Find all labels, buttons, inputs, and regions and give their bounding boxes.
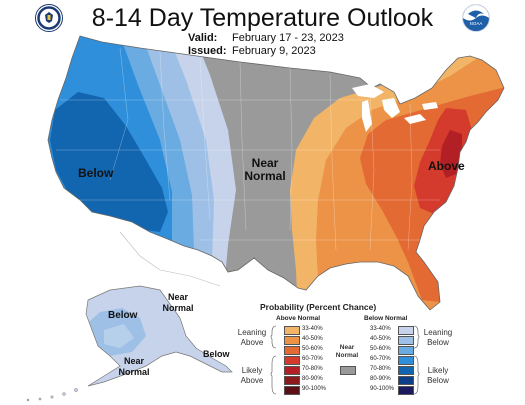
leaning-below-line2: Below — [427, 338, 449, 347]
above-swatch-2 — [284, 336, 300, 345]
above-range-label-7: 90-100% — [302, 386, 327, 392]
near-normal-legend-line2: Normal — [335, 352, 359, 359]
below-swatch-2 — [398, 336, 414, 345]
date-block: Valid: February 17 - 23, 2023 Issued: Febr… — [188, 32, 344, 58]
above-range-label-6: 80-90% — [302, 376, 323, 382]
leaning-below-line1: Leaning — [423, 328, 453, 337]
below-range-label-4: 60-70% — [370, 356, 391, 362]
below-range-label-1: 33-40% — [370, 326, 391, 332]
near-normal-swatch — [340, 366, 356, 375]
below-range-label-7: 90-100% — [370, 386, 395, 392]
legend-brackets — [270, 325, 420, 395]
below-70-80-band — [50, 92, 168, 232]
likely-below-line2: Below — [427, 376, 449, 385]
above-swatch-4 — [284, 356, 300, 365]
valid-value: February 17 - 23, 2023 — [232, 32, 344, 44]
conus-outline — [47, 35, 505, 311]
below-swatch-3 — [398, 346, 414, 355]
below-swatch-6 — [398, 376, 414, 385]
near-normal-label: Near Normal — [240, 157, 290, 183]
doc-seal-icon — [35, 4, 63, 32]
state-borders — [56, 47, 440, 251]
map-title: 8-14 Day Temperature Outlook — [91, 4, 434, 32]
below-region-label: Below — [78, 166, 114, 180]
alaska-highlight — [104, 324, 134, 348]
above-range-label-2: 40-50% — [302, 336, 323, 342]
below-swatch-7 — [398, 386, 414, 395]
above-70-80-band — [440, 130, 462, 178]
near-normal-line2: Normal — [244, 169, 286, 183]
valid-label: Valid: — [188, 32, 218, 44]
likely-above-line2: Above — [240, 376, 264, 385]
legend-below-header: Below Normal — [364, 315, 408, 322]
alaska-below-label: Below — [108, 310, 138, 321]
above-range-label-1: 33-40% — [302, 326, 323, 332]
legend-title: Probability (Percent Chance) — [260, 302, 377, 312]
above-swatch-1 — [284, 326, 300, 335]
probability-legend: Probability (Percent Chance) Above Norma… — [232, 302, 458, 402]
leaning-above-line2: Above — [240, 338, 264, 347]
below-range-label-2: 40-50% — [370, 336, 391, 342]
above-swatch-6 — [284, 376, 300, 385]
below-swatch-4 — [398, 356, 414, 365]
above-range-label-5: 70-80% — [302, 366, 323, 372]
below-range-label-6: 80-90% — [370, 376, 391, 382]
above-swatch-3 — [284, 346, 300, 355]
above-range-label-3: 50-60% — [302, 346, 323, 352]
issued-label: Issued: — [188, 45, 227, 57]
above-region-label: Above — [428, 159, 465, 173]
near-normal-line1: Near — [251, 156, 279, 170]
alaska-outline — [85, 285, 233, 387]
legend-near-normal-label: Near Normal — [332, 344, 362, 360]
likely-below-label: Likely Below — [418, 366, 458, 386]
below-range-label-5: 70-80% — [370, 366, 391, 372]
near-normal-legend-line1: Near — [339, 344, 355, 351]
above-swatch-5 — [284, 366, 300, 375]
below-swatch-1 — [398, 326, 414, 335]
aleutian-islands — [26, 388, 78, 402]
alaska-near-normal-south-label: Near Normal — [114, 356, 154, 378]
legend-above-header: Above Normal — [276, 315, 321, 322]
ak-near-north-line2: Normal — [162, 303, 194, 313]
alaska-below-se-label: Below — [203, 349, 230, 359]
great-lakes — [352, 84, 438, 132]
svg-text:NOAA: NOAA — [470, 21, 483, 26]
below-range-label-3: 50-60% — [370, 346, 391, 352]
ak-near-south-line2: Normal — [118, 367, 150, 377]
mexico-border-hint — [119, 231, 221, 287]
ak-near-south-line1: Near — [123, 356, 144, 366]
noaa-logo-icon: NOAA — [462, 4, 490, 32]
ak-near-north-line1: Near — [167, 292, 188, 302]
issued-value: February 9, 2023 — [232, 45, 316, 57]
issued-line: Issued: February 9, 2023 — [188, 45, 344, 58]
likely-above-label: Likely Above — [232, 366, 272, 386]
leaning-below-label: Leaning Below — [418, 328, 458, 348]
likely-below-line1: Likely — [427, 366, 449, 375]
above-swatch-7 — [284, 386, 300, 395]
alaska-near-normal-north-label: Near Normal — [158, 292, 198, 314]
above-range-label-4: 60-70% — [302, 356, 323, 362]
valid-line: Valid: February 17 - 23, 2023 — [188, 32, 344, 45]
leaning-above-line1: Leaning — [237, 328, 267, 337]
likely-above-line1: Likely — [241, 366, 263, 375]
below-swatch-5 — [398, 366, 414, 375]
leaning-above-label: Leaning Above — [232, 328, 272, 348]
